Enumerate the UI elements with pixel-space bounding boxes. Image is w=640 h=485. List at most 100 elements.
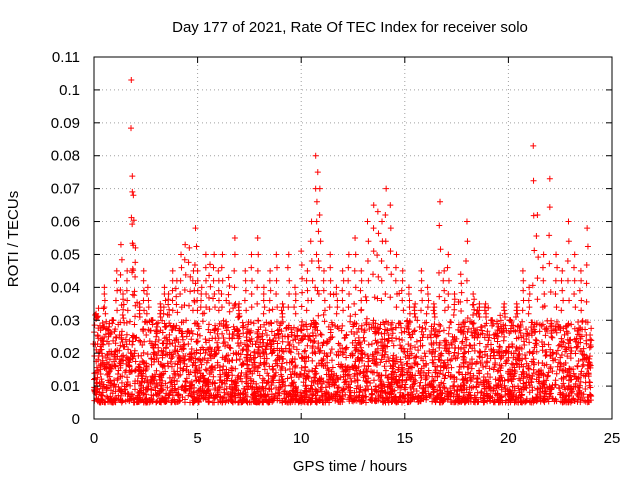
data-point [451, 301, 458, 308]
data-point [474, 375, 481, 382]
data-point [492, 376, 499, 383]
data-point [114, 307, 121, 314]
data-point [172, 385, 179, 392]
data-point [357, 287, 364, 294]
data-point [219, 366, 226, 373]
data-point [165, 296, 172, 303]
data-point [408, 350, 415, 357]
data-point [395, 364, 402, 371]
data-point-outlier [320, 267, 327, 274]
data-point [452, 399, 459, 406]
data-point [271, 332, 278, 339]
data-point [345, 277, 352, 284]
data-point [249, 384, 256, 391]
data-point [573, 344, 580, 351]
data-point [333, 372, 340, 379]
data-point [517, 329, 524, 336]
data-point [157, 388, 164, 395]
data-point [226, 358, 233, 365]
data-point [345, 264, 352, 271]
data-point [308, 297, 315, 304]
data-point [579, 363, 586, 370]
data-point [378, 330, 385, 337]
data-point [325, 376, 332, 383]
data-point [542, 349, 549, 356]
data-point [148, 317, 155, 324]
data-point [476, 307, 483, 314]
data-point-outlier [219, 251, 226, 258]
data-point [586, 355, 593, 362]
data-point [259, 336, 266, 343]
data-point [252, 390, 259, 397]
data-point [269, 379, 276, 386]
data-point [441, 359, 448, 366]
data-points [90, 77, 595, 406]
data-point [390, 342, 397, 349]
data-point [199, 310, 206, 317]
data-point [460, 320, 467, 327]
data-point [215, 347, 222, 354]
data-point [178, 384, 185, 391]
data-point [417, 337, 424, 344]
data-point [194, 331, 201, 338]
data-point [185, 259, 192, 266]
data-point [565, 238, 572, 245]
data-point [361, 372, 368, 379]
data-point [315, 290, 322, 297]
data-point [429, 373, 436, 380]
data-point [370, 225, 377, 232]
data-point [166, 306, 173, 313]
data-point [392, 264, 399, 271]
data-point [510, 391, 517, 398]
data-point [177, 371, 184, 378]
data-point [122, 390, 129, 397]
data-point-outlier [215, 267, 222, 274]
data-point [278, 363, 285, 370]
data-point [142, 386, 149, 393]
data-point [267, 319, 274, 326]
data-point [448, 356, 455, 363]
data-point [273, 264, 280, 271]
data-point [363, 393, 370, 400]
data-point [260, 310, 267, 317]
data-point [523, 326, 530, 333]
data-point [567, 373, 574, 380]
data-point [407, 384, 414, 391]
data-point [417, 343, 424, 350]
data-point [279, 379, 286, 386]
data-point [164, 360, 171, 367]
data-point [143, 332, 150, 339]
data-point [270, 338, 277, 345]
data-point [410, 386, 417, 393]
data-point [101, 297, 108, 304]
data-point [502, 349, 509, 356]
x-tick-label: 15 [396, 430, 413, 447]
data-point [254, 386, 261, 393]
data-point-outlier [279, 300, 286, 307]
data-point [215, 335, 222, 342]
data-point [382, 342, 389, 349]
data-point [119, 312, 126, 319]
data-point [520, 297, 527, 304]
data-point [431, 304, 438, 311]
data-point [112, 297, 119, 304]
data-point [188, 336, 195, 343]
data-point [568, 398, 575, 405]
data-point [292, 310, 299, 317]
data-point [521, 342, 528, 349]
data-point [377, 376, 384, 383]
data-point [94, 398, 101, 405]
data-point [181, 302, 188, 309]
y-tick-label: 0 [72, 411, 80, 428]
data-point [249, 277, 255, 284]
data-point [101, 304, 108, 311]
data-point [577, 370, 584, 377]
data-point [555, 324, 562, 331]
data-point [348, 378, 355, 385]
data-point [571, 336, 578, 343]
data-point [109, 317, 116, 324]
data-point-outlier [457, 271, 464, 278]
data-point [310, 374, 317, 381]
data-point [237, 339, 244, 346]
data-point [173, 301, 180, 308]
